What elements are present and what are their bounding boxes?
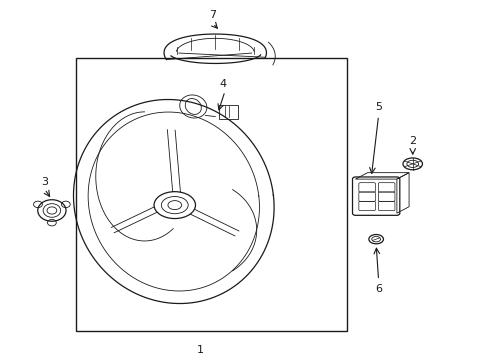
Bar	[218, 105, 238, 119]
Text: 2: 2	[408, 136, 415, 146]
Text: 1: 1	[197, 345, 203, 355]
Text: 5: 5	[374, 102, 381, 112]
Bar	[76, 58, 346, 330]
Text: 3: 3	[41, 177, 48, 187]
Text: 4: 4	[219, 78, 225, 89]
Text: 7: 7	[209, 10, 216, 21]
Text: 6: 6	[374, 284, 381, 294]
